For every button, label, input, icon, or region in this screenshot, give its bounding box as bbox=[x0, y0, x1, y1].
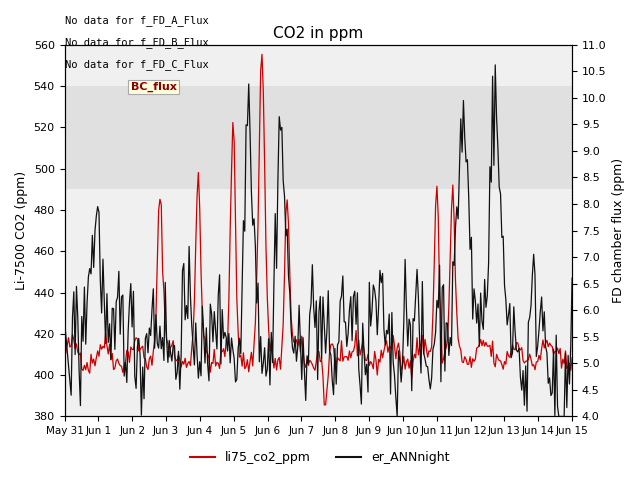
Y-axis label: FD chamber flux (ppm): FD chamber flux (ppm) bbox=[612, 158, 625, 303]
Bar bbox=[65, 86, 572, 189]
Text: No data for f_FD_C_Flux: No data for f_FD_C_Flux bbox=[65, 60, 208, 71]
Text: BC_flux: BC_flux bbox=[131, 82, 177, 92]
Title: CO2 in ppm: CO2 in ppm bbox=[273, 25, 364, 41]
Legend: li75_co2_ppm, er_ANNnight: li75_co2_ppm, er_ANNnight bbox=[186, 446, 454, 469]
Y-axis label: Li-7500 CO2 (ppm): Li-7500 CO2 (ppm) bbox=[15, 171, 28, 290]
Text: No data for f_FD_B_Flux: No data for f_FD_B_Flux bbox=[65, 37, 208, 48]
Text: No data for f_FD_A_Flux: No data for f_FD_A_Flux bbox=[65, 15, 208, 26]
